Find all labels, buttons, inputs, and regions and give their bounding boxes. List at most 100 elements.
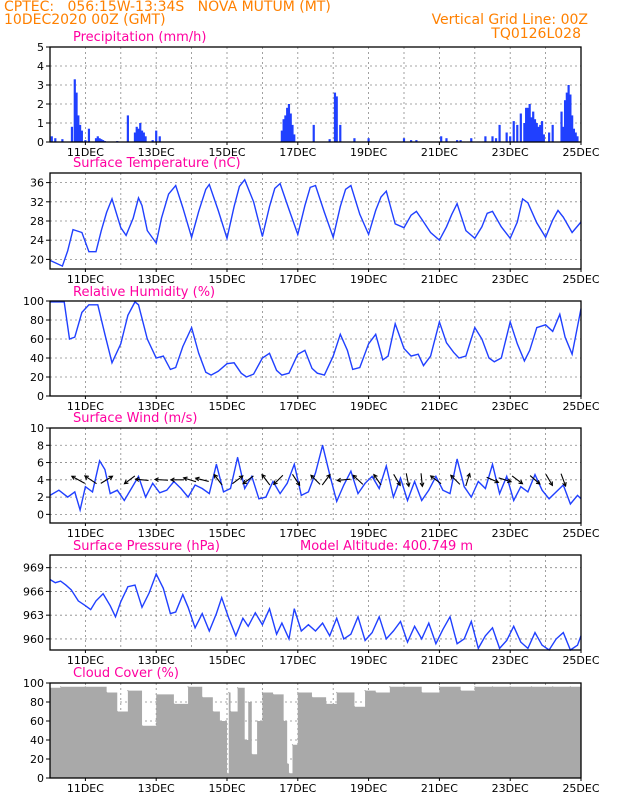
panel-2-xtick-label: 21DEC — [421, 273, 458, 286]
panel-2-ytick-label: 20 — [30, 253, 44, 266]
panel-3-point — [162, 355, 164, 357]
panel-2-point — [445, 226, 447, 228]
panel-1-bar — [100, 139, 103, 142]
panel-1-bar — [61, 139, 64, 142]
wind-arrowhead-icon — [182, 476, 188, 482]
panel-1-ytick-label: 2 — [37, 98, 44, 111]
panel-5-point — [421, 638, 423, 640]
panel-3-point — [297, 353, 299, 355]
panel-6-point — [84, 686, 86, 688]
panel-4-point — [492, 463, 493, 465]
panel-3-xtick-label: 13DEC — [138, 400, 175, 413]
panel-2-point — [67, 250, 69, 252]
wind-arrow-icon — [352, 474, 364, 485]
panel-2-point — [146, 230, 148, 232]
panel-3-point — [375, 333, 377, 335]
panel-3-ytick-label: 100 — [23, 295, 44, 308]
panel-1-frame — [49, 46, 582, 143]
panel-2-point — [430, 232, 432, 234]
panel-1-xtick-label: 19DEC — [350, 146, 387, 159]
panel-1-bar — [539, 124, 542, 142]
panel-4-point — [378, 487, 380, 489]
panel-3-point — [205, 371, 207, 373]
panel-3-point — [210, 374, 212, 376]
panel-4-ytick-label: 6 — [37, 457, 44, 470]
header-line-1: CPTEC: 056:15W-13:34S NOVA MUTUM (MT) — [4, 0, 331, 14]
panel-2-point — [132, 217, 134, 219]
panel-3-ytick-label: 80 — [30, 314, 44, 327]
panel-2-point — [268, 206, 270, 208]
wind-arrowhead-icon — [373, 473, 378, 479]
panel-6-xtick-label: 17DEC — [279, 782, 316, 795]
panel-1-bar — [96, 136, 99, 142]
wind-arrow-icon — [84, 475, 97, 485]
panel-1-bar — [456, 140, 459, 142]
panel-3-point — [394, 323, 396, 325]
panel-4-point — [421, 500, 423, 502]
panel-2-point — [571, 232, 573, 234]
panel-6-ytick-label: 40 — [30, 734, 44, 747]
wind-arrowhead-icon — [449, 474, 455, 480]
panel-5-ytick-label: 963 — [23, 609, 44, 622]
panel-3-point — [346, 349, 348, 351]
wind-arrow-icon — [213, 474, 223, 486]
panel-6-point — [325, 703, 327, 705]
panel-5-point — [307, 624, 309, 626]
panel-2-point — [111, 198, 113, 200]
panel-6-xtick-label: 15DEC — [208, 782, 245, 795]
panel-2-point — [451, 213, 453, 215]
wind-arrow-icon — [560, 473, 567, 487]
panel-2-point — [304, 205, 306, 207]
wind-arrowhead-icon — [134, 477, 140, 482]
panel-3-line — [50, 300, 582, 378]
panel-4-point — [513, 500, 515, 502]
panel-4-point — [449, 493, 451, 495]
panel-1-bar — [512, 121, 515, 142]
wind-arrow-icon — [321, 474, 331, 486]
panel-4-point — [237, 456, 239, 458]
panel-5-point — [155, 573, 157, 575]
panel-1-bar — [576, 136, 579, 142]
panel-4-point — [145, 496, 147, 498]
panel-6-point — [530, 686, 533, 688]
panel-4-point — [371, 475, 373, 477]
panel-1-ytick-label: 5 — [37, 41, 44, 54]
panel-5-point — [520, 641, 522, 643]
panel-3-point — [261, 357, 263, 359]
panel-2-xtick-label: 25DEC — [562, 273, 599, 286]
panel-5-frame — [49, 554, 582, 651]
panel-1-bar — [137, 128, 140, 142]
panel-6-point — [438, 686, 440, 688]
panel-3-title: Relative Humidity (%) — [73, 285, 215, 300]
panel-2-point — [421, 218, 423, 220]
panel-2-point — [552, 219, 554, 221]
panel-5-point — [276, 633, 278, 635]
panel-4-point — [414, 481, 416, 483]
panel-2-point — [182, 207, 184, 209]
panel-2-point — [415, 210, 417, 212]
wind-arrow-icon — [545, 474, 553, 486]
panel-1-xtick-label: 15DEC — [208, 146, 245, 159]
panel-3-point — [323, 374, 325, 376]
panel-5-point — [127, 586, 129, 588]
panel-1-xtick-label: 23DEC — [492, 146, 529, 159]
panel-6-point — [141, 725, 143, 727]
wind-arrowhead-icon — [548, 481, 553, 487]
panel-6-point — [509, 686, 511, 688]
panel-5-point — [182, 594, 184, 596]
panel-2-point — [359, 213, 361, 215]
wind-arrowhead-icon — [466, 472, 471, 478]
panel-2-point — [138, 197, 139, 199]
panel-3-point — [516, 343, 518, 345]
panel-1-bar — [569, 94, 572, 142]
panel-6-xtick-label: 19DEC — [350, 782, 387, 795]
panel-6-point — [389, 686, 391, 688]
wind-arrowhead-icon — [518, 479, 524, 485]
wind-arrowhead-icon — [507, 478, 513, 484]
panel-2-point — [438, 239, 440, 241]
panel-2-point — [125, 234, 127, 236]
panel-5-point — [336, 617, 338, 619]
panel-2-point — [106, 211, 108, 213]
panel-5-point — [134, 584, 136, 586]
